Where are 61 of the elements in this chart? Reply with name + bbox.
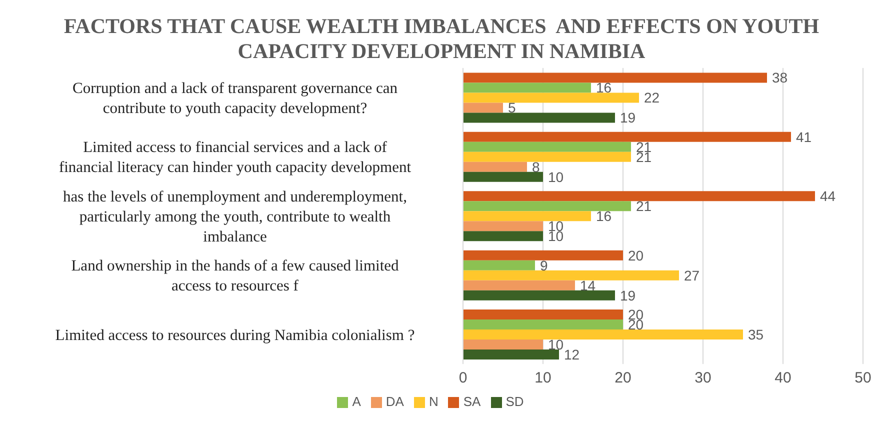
bar bbox=[463, 201, 631, 212]
bar bbox=[463, 310, 623, 320]
bar bbox=[463, 330, 743, 340]
x-tick-label: 40 bbox=[774, 370, 792, 387]
data-label: 8 bbox=[532, 158, 540, 175]
x-tick-label: 20 bbox=[614, 370, 632, 387]
data-label: 16 bbox=[596, 208, 612, 224]
data-label: 19 bbox=[620, 110, 636, 126]
bar bbox=[463, 270, 679, 280]
y-tick-label: Corruption and a lack of transparent governance can contribute to youth capacity development? bbox=[72, 80, 398, 118]
legend-label: DA bbox=[386, 394, 404, 409]
bar bbox=[463, 92, 639, 103]
data-label: 10 bbox=[548, 336, 564, 353]
chart-title: FACTORS THAT CAUSE WEALTH IMBALANCES AND EFFECTS ON YOUTH CAPACITY DEVELOPMENT IN NAMIBIA bbox=[62, 14, 820, 64]
data-label: 21 bbox=[636, 198, 652, 214]
data-label: 38 bbox=[772, 70, 788, 86]
data-label: 9 bbox=[540, 257, 548, 274]
y-tick-label: has the levels of unemployment and underemployment, particularly among the youth, contribute to wealth imbalance bbox=[63, 188, 407, 246]
data-label: 19 bbox=[620, 287, 636, 304]
y-tick-label: Limited access to resources during Namibia colonialism ? bbox=[55, 326, 415, 344]
bar bbox=[463, 250, 623, 260]
x-tick-label: 30 bbox=[694, 370, 712, 387]
bar bbox=[463, 320, 623, 330]
bar bbox=[463, 211, 591, 222]
y-tick-label: Land ownership in the hands of a few caused limited access to resources f bbox=[71, 258, 400, 295]
bar bbox=[463, 142, 631, 152]
data-label: 35 bbox=[748, 326, 764, 343]
bar bbox=[463, 290, 615, 300]
data-label: 12 bbox=[564, 346, 580, 363]
bar bbox=[463, 82, 591, 93]
bar bbox=[463, 72, 767, 83]
bar bbox=[463, 132, 791, 142]
bar bbox=[463, 231, 543, 242]
data-label: 22 bbox=[644, 90, 660, 106]
bar bbox=[463, 191, 815, 202]
x-tick-label: 0 bbox=[458, 370, 468, 387]
x-tick-label: 50 bbox=[854, 370, 872, 387]
data-label: 20 bbox=[628, 247, 644, 264]
bar bbox=[463, 260, 535, 270]
bar bbox=[463, 162, 527, 172]
legend-label: N bbox=[428, 394, 438, 409]
bar bbox=[463, 280, 575, 290]
data-label: 41 bbox=[796, 128, 812, 145]
bar bbox=[463, 152, 631, 162]
legend-label: SA bbox=[463, 394, 481, 409]
data-label: 5 bbox=[508, 100, 516, 116]
bar bbox=[463, 350, 559, 360]
data-label: 27 bbox=[684, 267, 700, 284]
bar bbox=[463, 102, 503, 113]
legend-label: SD bbox=[506, 394, 524, 409]
data-label: 44 bbox=[820, 188, 836, 204]
legend-label: A bbox=[352, 394, 361, 409]
data-label: 10 bbox=[548, 168, 564, 185]
data-label: 16 bbox=[596, 80, 612, 96]
bar bbox=[463, 221, 543, 232]
bar bbox=[463, 112, 615, 123]
x-tick-label: 10 bbox=[534, 370, 552, 387]
bar bbox=[463, 172, 543, 182]
bar bbox=[463, 340, 543, 350]
data-label: 14 bbox=[580, 277, 596, 294]
y-tick-label: Limited access to financial services and a lack of financial literacy can hinder youth capacity development bbox=[58, 139, 412, 176]
